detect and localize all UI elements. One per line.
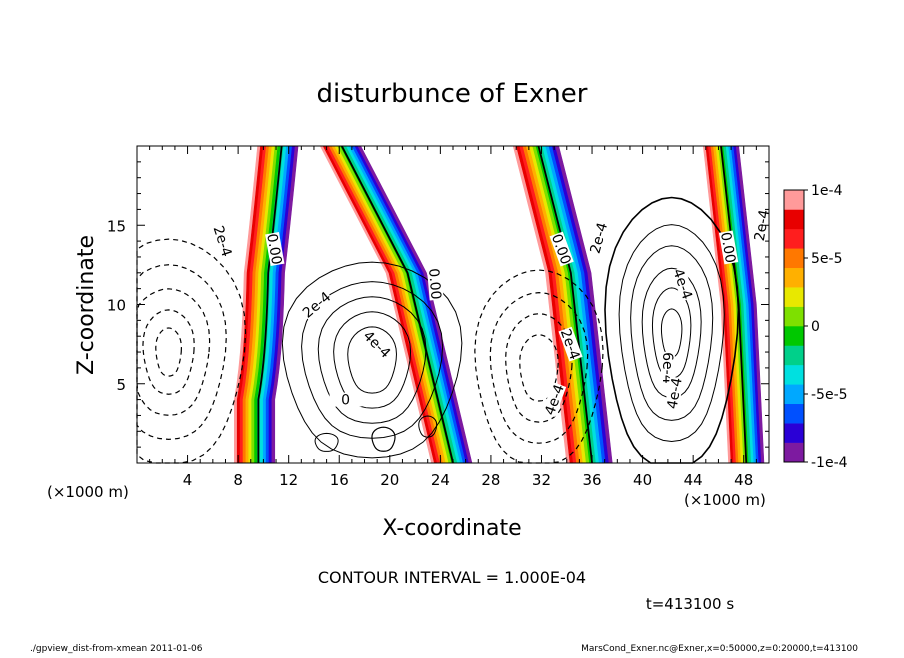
- y-axis-label: Z-coordinate: [74, 235, 99, 375]
- x-tick-label: 20: [380, 471, 399, 489]
- contour-label: 0: [341, 393, 350, 409]
- colorbar-swatches: [784, 190, 804, 463]
- contour-label-bg: [299, 288, 334, 321]
- contour-line: [142, 309, 195, 395]
- contour-label-bg: [360, 327, 394, 361]
- colorbar: 1e-4 5e-5 0 -5e-5 -1e-4: [783, 183, 848, 471]
- contour-lines: [136, 145, 748, 464]
- colorbar-swatch: [784, 267, 804, 288]
- y-axis-ticks: 5 10 15: [107, 161, 769, 448]
- contour-label-bg: [265, 232, 285, 266]
- contour-label: 0.00: [717, 231, 738, 264]
- colorbar-tick-label: -1e-4: [811, 455, 848, 471]
- contour-label-bg: [718, 230, 739, 265]
- zero-contour: [720, 145, 748, 464]
- colorbar-swatch: [784, 345, 804, 366]
- colorbar-swatch: [784, 209, 804, 230]
- contour-label: 0.00: [425, 268, 444, 300]
- colorbar-swatch: [784, 228, 804, 249]
- colorbar-swatch: [784, 248, 804, 269]
- x-unit-left: (×1000 m): [47, 483, 129, 501]
- contour-label: 6e-4: [659, 352, 675, 384]
- x-tick-label: 36: [582, 471, 601, 489]
- colorbar-ticks: 1e-4 5e-5 0 -5e-5 -1e-4: [804, 183, 848, 471]
- contour-line: [474, 269, 604, 464]
- colorbar-swatch: [784, 403, 804, 424]
- contour-line: [618, 224, 725, 442]
- contour-label: 4e-4: [665, 376, 686, 410]
- contour-label-bg: [664, 376, 684, 411]
- time-label: t=413100 s: [646, 595, 734, 613]
- contour-line: [347, 326, 397, 394]
- contour-line: [418, 415, 438, 438]
- contour-label-bg: [660, 351, 675, 384]
- contour-line: [371, 426, 396, 452]
- contour-label-bg: [211, 223, 235, 259]
- contour-label: 0.00: [263, 232, 284, 265]
- colorbar-swatch: [784, 287, 804, 307]
- contour-line: [314, 432, 339, 452]
- colorbar-swatch: [784, 326, 804, 346]
- contour-line: [301, 281, 444, 439]
- x-tick-label: 40: [633, 471, 652, 489]
- x-axis-label: X-coordinate: [382, 516, 521, 541]
- contour-line: [317, 296, 427, 424]
- x-tick-label: 24: [431, 471, 450, 489]
- contour-interval: CONTOUR INTERVAL = 1.000E-04: [318, 568, 586, 587]
- x-tick-label: 28: [481, 471, 500, 489]
- contour-label-bg: [549, 231, 574, 267]
- contour-line: [604, 196, 740, 464]
- colorbar-swatch: [784, 306, 804, 327]
- footer-right: MarsCond_Exner.nc@Exner,x=0:50000,z=0:20…: [581, 644, 858, 654]
- contour-line: [489, 292, 589, 444]
- contour-label-bg: [558, 326, 583, 362]
- colorbar-tick-label: 0: [811, 319, 820, 335]
- colorbar-swatch: [784, 384, 804, 405]
- y-tick-label: 10: [107, 297, 126, 315]
- contour-label-bg: [426, 267, 444, 301]
- x-tick-label: 48: [734, 471, 753, 489]
- zero-contour: [257, 145, 283, 463]
- colorbar-swatch: [784, 364, 804, 385]
- contour-label-bg: [670, 266, 696, 302]
- x-tick-label: 12: [279, 471, 298, 489]
- contour-label-bg: [542, 382, 567, 418]
- colorbar-tick-label: 1e-4: [811, 183, 843, 199]
- colorbar-swatch: [784, 423, 804, 443]
- x-unit-right: (×1000 m): [684, 491, 766, 509]
- x-tick-label: 16: [330, 471, 349, 489]
- zero-contour: [537, 145, 593, 464]
- contour-line: [281, 261, 463, 459]
- x-tick-label: 44: [684, 471, 703, 489]
- colorbar-swatch: [784, 190, 804, 210]
- colorbar-swatch: [784, 442, 804, 463]
- x-tick-label: 8: [233, 471, 243, 489]
- contour-line: [660, 308, 683, 358]
- contour-label-bg: [587, 220, 610, 256]
- x-tick-label: 4: [183, 471, 193, 489]
- contour-label-bg: [329, 392, 362, 407]
- footer-left: ./gpview_dist-from-xmean 2011-01-06: [30, 644, 203, 654]
- contour-line: [630, 245, 714, 421]
- contour-label: 2e-4: [588, 221, 612, 256]
- colorbar-tick-label: 5e-5: [811, 251, 842, 267]
- colored-bands: [234, 145, 765, 464]
- x-tick-label: 32: [532, 471, 551, 489]
- x-axis-ticks: 4 8 12 16 20 24 28 32 36 40 44 48: [149, 146, 757, 489]
- colorbar-tick-label: -5e-5: [811, 387, 848, 403]
- zero-contour: [340, 145, 454, 464]
- y-tick-label: 5: [116, 376, 126, 394]
- contour-line: [333, 311, 412, 409]
- y-tick-label: 15: [107, 217, 126, 235]
- chart-title: disturbunce of Exner: [317, 79, 588, 109]
